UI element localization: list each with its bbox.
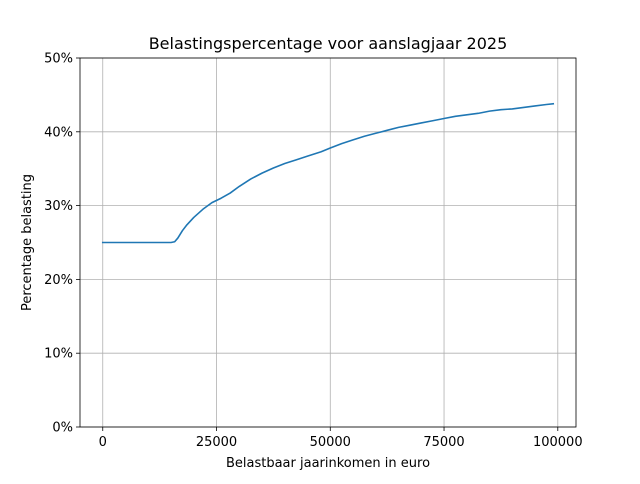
y-tick-label: 20%	[44, 273, 73, 288]
x-tick-label: 50000	[310, 435, 351, 450]
y-tick-label: 0%	[52, 421, 73, 436]
x-tick-label: 100000	[533, 435, 583, 450]
y-tick-label: 30%	[44, 199, 73, 214]
y-tick-label: 50%	[44, 52, 73, 67]
chart-title: Belastingspercentage voor aanslagjaar 20…	[149, 34, 508, 53]
x-tick-label: 25000	[196, 435, 237, 450]
y-tick-label: 10%	[44, 347, 73, 362]
y-axis-label: Percentage belasting	[20, 174, 35, 311]
x-tick-label: 75000	[423, 435, 464, 450]
series-line-0	[101, 102, 555, 244]
y-tick-label: 40%	[44, 125, 73, 140]
axis-ticks: 0 25000 50000 75000 100000 0% 10% 20% 30% 40% 50%	[44, 52, 583, 451]
series-layer	[101, 102, 555, 244]
plot-frame	[79, 57, 577, 428]
x-axis-label: Belastbaar jaarinkomen in euro	[226, 456, 430, 471]
x-tick-label: 0	[99, 435, 107, 450]
